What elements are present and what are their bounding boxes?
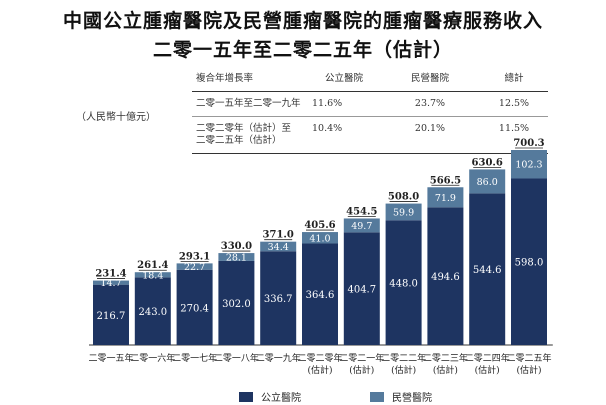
chart-title-line-2: 二零一五年至二零二五年（估計） <box>152 39 453 61</box>
bar-public <box>260 251 297 345</box>
x-tick-label: (估計) <box>475 364 500 376</box>
bar-public <box>134 277 171 345</box>
bar-private <box>260 241 297 252</box>
data-label-total: 231.4 <box>95 269 126 280</box>
x-tick-label: (估計) <box>391 364 416 376</box>
data-label-total: 371.0 <box>263 230 294 241</box>
data-label-private: 71.9 <box>435 193 456 204</box>
cagr-header-label: 複合年增長率 <box>192 70 308 92</box>
data-label-total: 261.4 <box>137 260 168 271</box>
bar-private <box>343 218 380 233</box>
cagr-row: 二零一五年至二零一九年 11.6% 23.7% 12.5% <box>192 91 548 117</box>
bar-public <box>302 243 338 345</box>
data-label-public: 404.7 <box>347 285 376 296</box>
cagr-header-private: 民營醫院 <box>380 70 480 92</box>
unit-label: （人民幣十億元） <box>76 112 156 123</box>
data-label-public: 598.0 <box>515 258 544 269</box>
data-label-public: 448.0 <box>389 279 418 290</box>
legend-label-public: 公立醫院 <box>261 393 301 404</box>
cagr-private-value: 23.7% <box>380 91 480 117</box>
cagr-header-total: 總計 <box>480 70 548 92</box>
x-tick-label: 二零一六年 <box>130 352 175 364</box>
x-tick-label: 二零二三年 <box>423 352 468 364</box>
bar-public <box>343 232 380 345</box>
bar-public <box>218 260 255 345</box>
cagr-header-public: 公立醫院 <box>308 70 380 92</box>
data-label-total: 405.6 <box>304 220 335 231</box>
data-label-public: 270.4 <box>180 303 209 314</box>
bar-public <box>385 220 422 345</box>
data-label-total: 630.6 <box>472 157 503 168</box>
cagr-table-header: 複合年增長率 公立醫院 民營醫院 總計 <box>192 70 548 92</box>
bar-private <box>218 253 255 261</box>
data-label-total: 454.5 <box>346 206 377 217</box>
data-label-public: 216.7 <box>97 311 126 322</box>
data-label-total: 508.0 <box>388 192 419 203</box>
bar-private <box>469 169 506 194</box>
x-tick-label: 二零一八年 <box>214 352 259 364</box>
cagr-period: 二零一五年至二零一九年 <box>192 91 308 117</box>
bar-public <box>93 284 129 345</box>
data-label-private: 59.9 <box>393 207 414 218</box>
bar-private <box>385 203 422 221</box>
data-label-private: 49.7 <box>351 221 372 232</box>
x-tick-label: 二零一七年 <box>172 352 217 364</box>
cagr-period-line: 二零二五年（估計） <box>196 135 282 146</box>
data-label-total: 566.5 <box>430 175 461 186</box>
x-tick-label: 二零一五年 <box>88 352 133 364</box>
data-label-private: 86.0 <box>477 177 498 188</box>
x-tick-label: (估計) <box>433 364 458 376</box>
bar-public <box>511 178 547 345</box>
data-label-public: 544.6 <box>473 265 502 276</box>
bar-public <box>469 193 506 345</box>
data-label-public: 364.6 <box>306 290 335 301</box>
cagr-period-line: 二零二零年（估計）至 <box>196 123 292 134</box>
cagr-public-value: 10.4% <box>308 116 380 154</box>
chart-title-line-1: 中國公立腫瘤醫院及民營腫瘤醫院的腫瘤醫療服務收入 <box>62 10 543 32</box>
data-label-private: 102.3 <box>515 160 542 171</box>
cagr-table: 複合年增長率 公立醫院 民營醫院 總計 二零一五年至二零一九年 11.6% 23… <box>192 70 548 154</box>
data-label-private: 22.7 <box>184 262 205 273</box>
legend-swatch-private <box>370 391 384 402</box>
x-tick-label: 二零二二年 <box>381 352 426 364</box>
bar-private <box>176 263 213 270</box>
bar-private <box>134 272 171 278</box>
cagr-period: 二零二零年（估計）至 二零二五年（估計） <box>192 116 308 154</box>
x-tick-label: 二零二五年 <box>506 352 551 364</box>
x-tick-label: (估計) <box>307 364 332 376</box>
cagr-total-value: 12.5% <box>480 91 548 117</box>
data-label-total: 330.0 <box>221 241 252 252</box>
x-tick-label: 二零二一年 <box>339 352 384 364</box>
bar-private <box>93 280 129 285</box>
cagr-public-value: 11.6% <box>308 91 380 117</box>
x-tick-label: (估計) <box>349 364 374 376</box>
data-label-public: 243.0 <box>138 307 167 318</box>
bar-public <box>176 269 213 345</box>
cagr-private-value: 20.1% <box>380 116 480 154</box>
data-label-public: 494.6 <box>431 272 460 283</box>
legend-swatch-public <box>239 391 253 402</box>
data-label-private: 18.4 <box>142 270 163 281</box>
data-label-total: 293.1 <box>179 251 210 262</box>
bar-private <box>427 187 464 208</box>
bar-private <box>511 150 547 179</box>
data-label-private: 14.7 <box>100 278 121 289</box>
data-label-public: 336.7 <box>264 294 293 305</box>
legend-item-private: 民營醫院 <box>370 389 432 404</box>
legend-item-public: 公立醫院 <box>239 389 301 404</box>
data-label-total: 700.3 <box>513 138 544 149</box>
x-tick-label: 二零二四年 <box>465 352 510 364</box>
data-label-private: 41.0 <box>309 233 330 244</box>
bar-public <box>427 207 464 345</box>
data-label-private: 34.4 <box>268 242 289 253</box>
data-label-private: 28.1 <box>226 252 247 263</box>
data-label-public: 302.0 <box>222 299 251 310</box>
x-tick-label: 二零一九年 <box>256 352 301 364</box>
bar-private <box>302 232 338 244</box>
x-tick-label: (估計) <box>516 364 541 376</box>
x-tick-label: 二零二零年 <box>297 352 342 364</box>
legend-label-private: 民營醫院 <box>392 393 432 404</box>
